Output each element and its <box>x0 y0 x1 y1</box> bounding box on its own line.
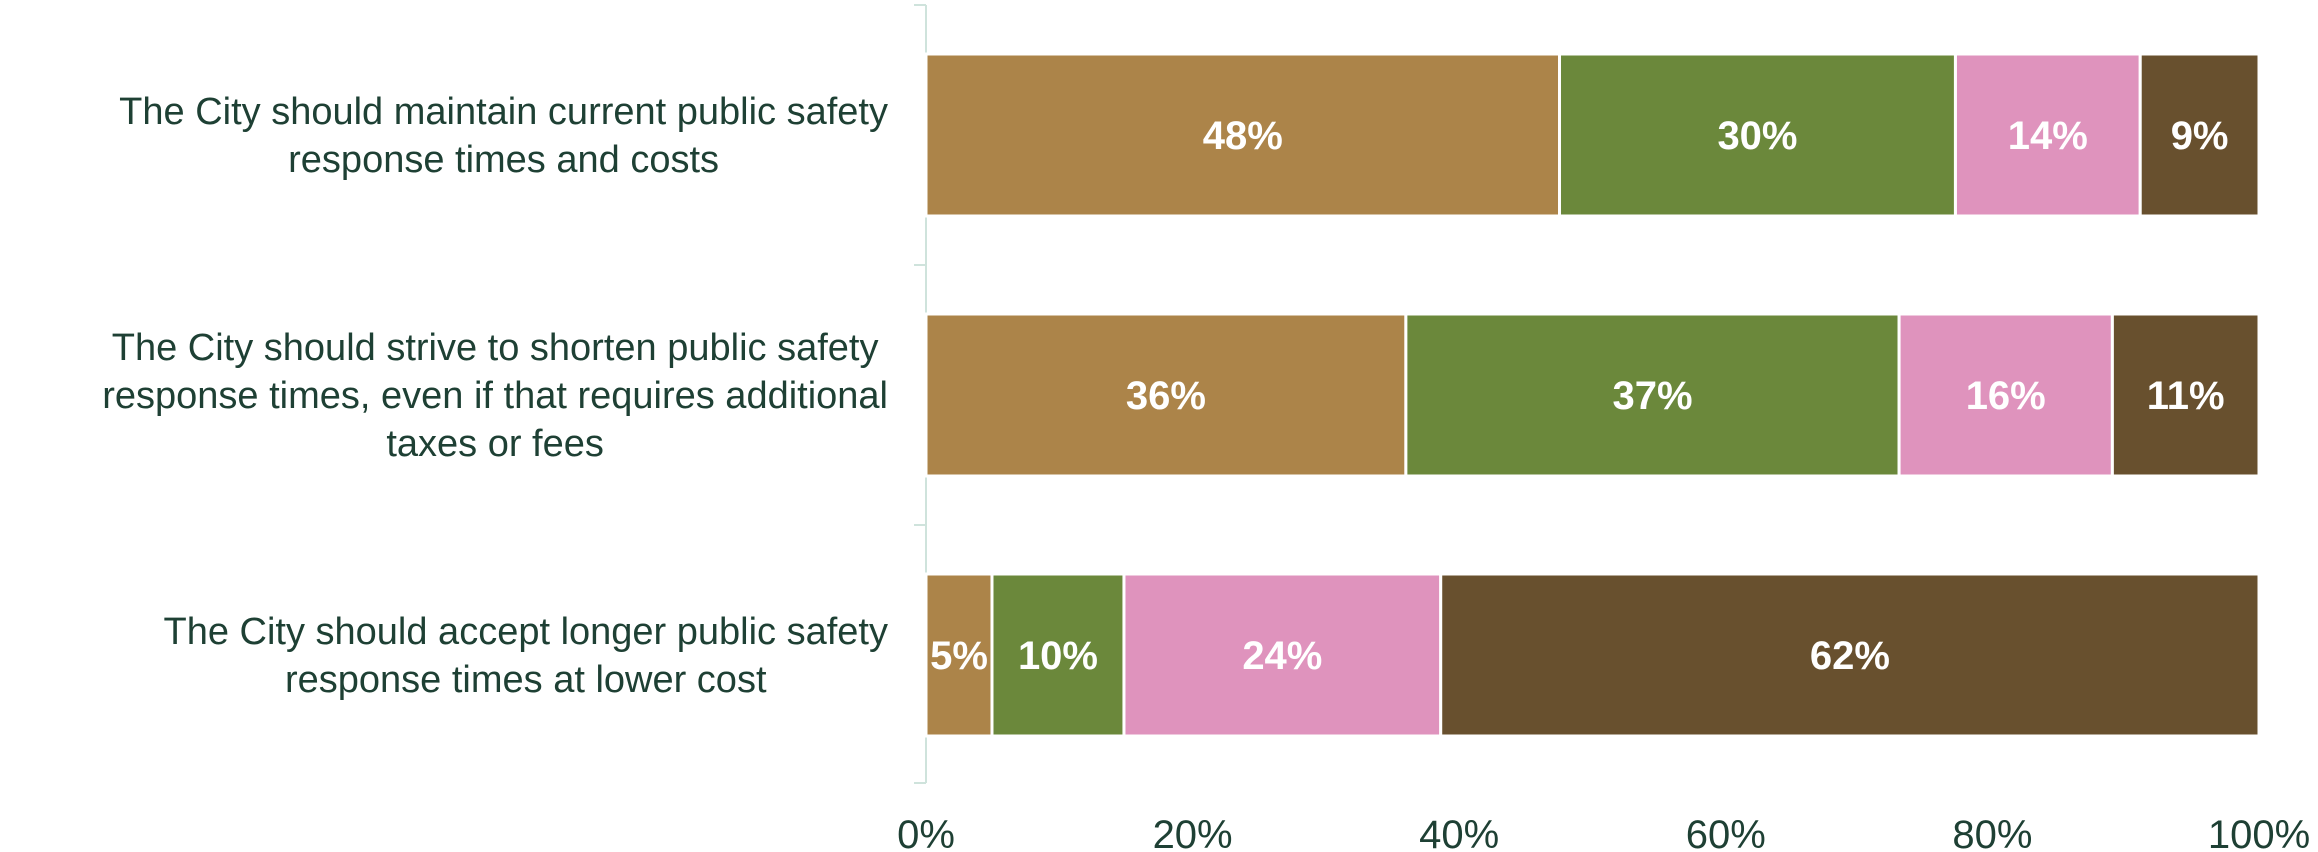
bar-segment <box>1897 312 2114 478</box>
category-label-line: response times and costs <box>288 139 719 181</box>
data-label: 24% <box>1242 634 1322 678</box>
chart-data-labels: 48% 30% 14% 9% 36% 37% 16% 11% 5% 10% 24% 62% <box>930 114 2228 678</box>
bar-segment <box>1953 52 2142 218</box>
data-label: 16% <box>1966 374 2046 418</box>
category-label: The City should accept longer public saf… <box>163 611 888 701</box>
bar-segment <box>1122 572 1443 738</box>
bar-segment <box>924 312 1408 478</box>
bar-segment <box>924 52 1562 218</box>
category-label-line: The City should maintain current public … <box>119 91 888 133</box>
category-label: The City should maintain current public … <box>119 91 888 181</box>
bar-segment <box>1558 52 1957 218</box>
category-label-line: The City should strive to shorten public… <box>112 327 879 369</box>
category-label-line: The City should accept longer public saf… <box>163 611 888 653</box>
bar-segment <box>2110 312 2261 478</box>
data-label: 14% <box>2008 114 2088 158</box>
chart-x-tick-labels: 0% 20% 40% 60% 80% 100% <box>897 813 2310 852</box>
x-tick-label: 0% <box>897 813 955 852</box>
data-label: 30% <box>1717 114 1797 158</box>
chart-bars <box>924 52 2261 738</box>
data-label: 62% <box>1810 634 1890 678</box>
data-label: 36% <box>1126 374 1206 418</box>
bar-segment <box>1439 572 2261 738</box>
x-tick-label: 100% <box>2208 813 2310 852</box>
data-label: 5% <box>930 634 988 678</box>
category-label: The City should strive to shorten public… <box>102 327 888 465</box>
data-label: 9% <box>2171 114 2229 158</box>
data-label: 37% <box>1612 374 1692 418</box>
x-tick-label: 40% <box>1419 813 1499 852</box>
x-tick-label: 60% <box>1686 813 1766 852</box>
chart-axes <box>914 4 927 784</box>
data-label: 48% <box>1203 114 1283 158</box>
data-label: 11% <box>2147 374 2225 418</box>
x-tick-label: 20% <box>1153 813 1233 852</box>
category-label-line: taxes or fees <box>386 423 604 465</box>
category-label-line: response times, even if that requires ad… <box>102 375 888 417</box>
chart-category-labels: The City should maintain current public … <box>102 91 888 701</box>
bar-segment <box>2138 52 2261 218</box>
data-label: 10% <box>1018 634 1098 678</box>
x-tick-label: 80% <box>1952 813 2032 852</box>
category-label-line: response times at lower cost <box>285 659 767 701</box>
bar-segment <box>924 572 994 738</box>
bar-segment <box>1404 312 1901 478</box>
